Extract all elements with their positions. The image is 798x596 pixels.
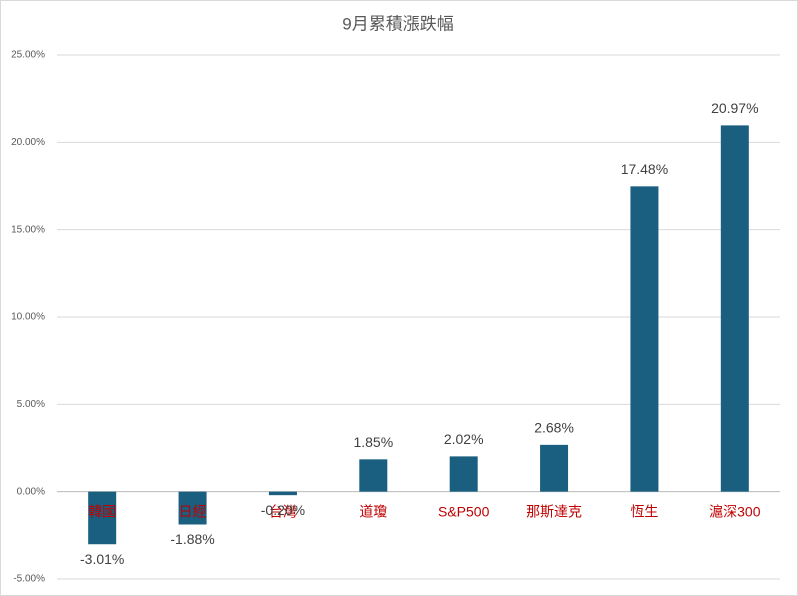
bar — [449, 456, 478, 492]
bar — [178, 491, 207, 525]
value-label: 20.97% — [711, 100, 758, 116]
x-tick-label: 那斯達克 — [526, 503, 582, 519]
chart-title: 9月累積漲跌幅 — [342, 14, 453, 33]
value-label: -1.88% — [170, 531, 214, 547]
bar — [88, 491, 117, 545]
bar — [540, 444, 569, 492]
bar — [720, 125, 749, 492]
y-tick-label: 0.00% — [17, 486, 45, 497]
x-tick-label: 韓國 — [88, 503, 116, 519]
y-tick-label: 5.00% — [17, 399, 45, 410]
x-tick-label: 恆生 — [630, 503, 658, 519]
value-label: -0.20% — [261, 502, 305, 518]
x-tick-label: 日經 — [179, 503, 207, 519]
value-label: 2.68% — [534, 420, 574, 436]
x-tick-label: 滬深300 — [709, 503, 761, 519]
value-label: 2.02% — [444, 431, 484, 447]
x-tick-label: 道瓊 — [359, 503, 387, 519]
y-tick-label: 10.00% — [11, 312, 45, 323]
x-tick-label: 台灣 — [269, 503, 297, 519]
y-tick-label: 25.00% — [11, 50, 45, 61]
value-label: -3.01% — [80, 551, 124, 567]
y-tick-label: -5.00% — [13, 574, 45, 585]
y-tick-label: 20.00% — [11, 137, 45, 148]
bar — [359, 459, 388, 492]
value-label: 1.85% — [353, 434, 393, 450]
y-tick-label: 15.00% — [11, 224, 45, 235]
x-tick-label: S&P500 — [438, 503, 490, 519]
bar — [630, 186, 659, 492]
bar — [268, 491, 297, 496]
value-label: 17.48% — [621, 161, 668, 177]
